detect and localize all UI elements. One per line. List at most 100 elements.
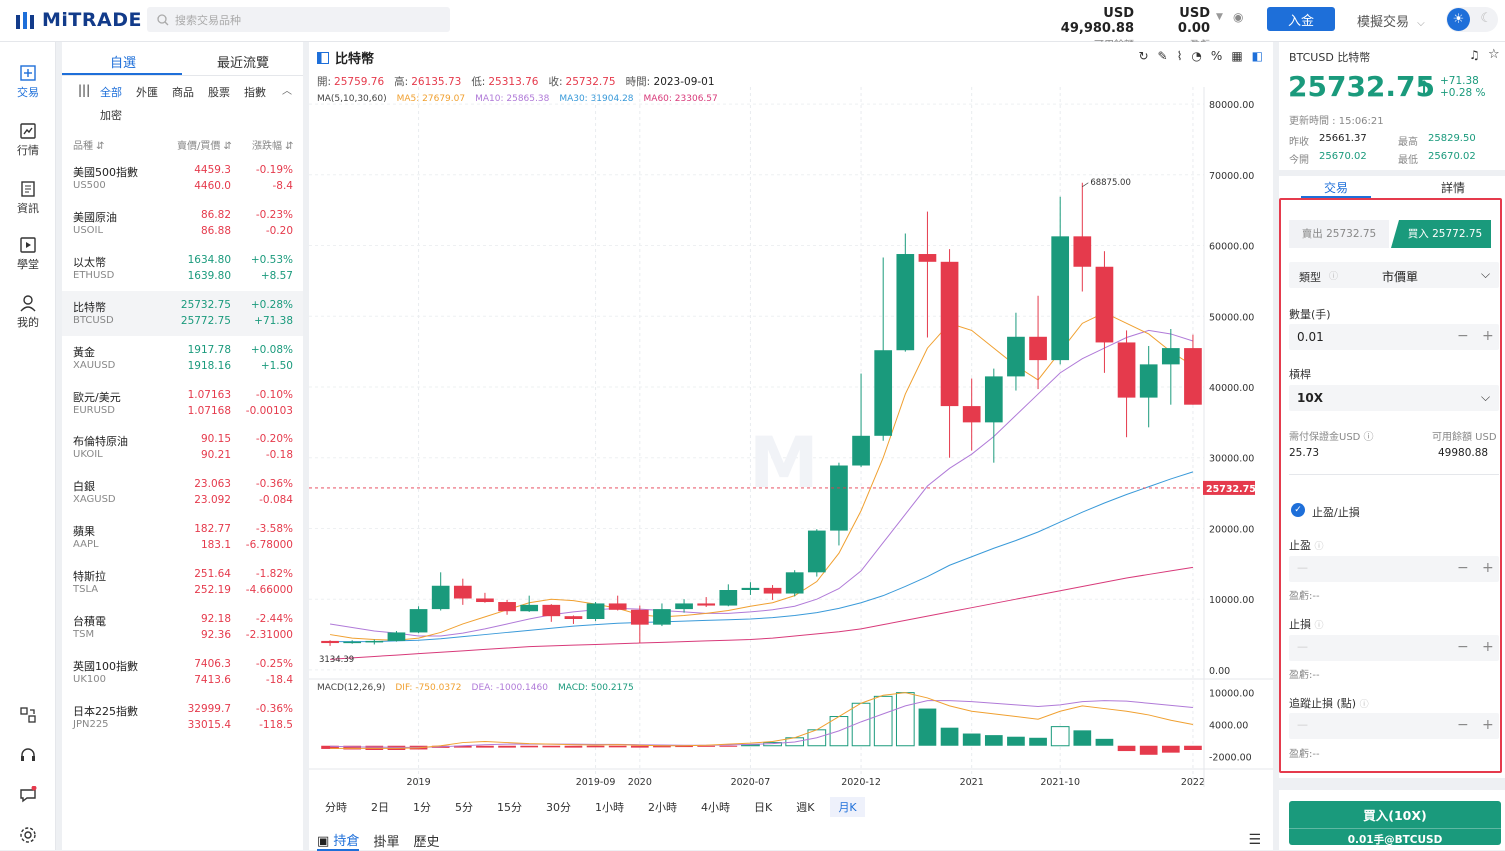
take-profit-input[interactable]: — − + (1289, 556, 1499, 582)
account-mode-select[interactable]: 模擬交易 ⌵ (1357, 11, 1425, 30)
margin-value: 25.73 (1289, 447, 1320, 459)
column-header-symbol[interactable]: 品種 ⇵ (73, 141, 105, 152)
plus-icon[interactable]: + (1482, 639, 1494, 655)
watchlist-row[interactable]: 特斯拉 TSLA 251.64 252.19 -1.82% -4.66000 (62, 560, 303, 605)
macd-bar (653, 745, 671, 748)
watchlist-row[interactable]: 美國500指數 US500 4459.3 4460.0 -0.19% -8.4 (62, 156, 303, 201)
sun-icon: ☀ (1447, 8, 1470, 31)
refresh-icon[interactable]: ↻ (1138, 49, 1149, 63)
brand-logo[interactable]: MiTRADE (14, 9, 142, 31)
grid-menu-icon[interactable]: ||| (78, 83, 91, 97)
price-chart[interactable]: 2019 2019-09 2020 2020-07 2020-12 2021 2021-10… (309, 87, 1273, 792)
tab-positions[interactable]: ▣ 持倉 (317, 830, 360, 851)
nav-item-news[interactable]: 資訊 (0, 180, 56, 216)
timeframe-button[interactable]: 1分 (413, 801, 431, 814)
category-all[interactable]: 全部 (100, 86, 122, 99)
quantity-stepper[interactable]: 0.01 − + (1289, 324, 1499, 350)
column-header-change[interactable]: 漲跌幅 ⇵ (252, 141, 294, 152)
watchlist-row[interactable]: 蘋果 AAPL 182.77 183.1 -3.58% -6.78000 (62, 515, 303, 560)
watchlist-row[interactable]: 英國100指數 UK100 7406.3 7413.6 -0.25% -18.4 (62, 650, 303, 695)
timeframe-button[interactable]: 月K (830, 797, 865, 817)
timeframe-button[interactable]: 日K (754, 801, 773, 814)
tab-recent[interactable]: 最近流覽 (217, 56, 270, 71)
category-forex[interactable]: 外匯 (136, 86, 158, 99)
timeframe-button[interactable]: 2日 (371, 801, 389, 814)
nav-item-academy[interactable]: 學堂 (0, 236, 56, 272)
watchlist-row[interactable]: 白銀 XAGUSD 23.063 23.092 -0.36% -0.084 (62, 470, 303, 515)
timeframe-button[interactable]: 30分 (546, 801, 571, 814)
percent-icon[interactable]: % (1210, 49, 1223, 63)
buy-button[interactable]: 買入 25772.75 (1399, 220, 1491, 248)
x-tick-label: 2021-10 (1040, 777, 1080, 788)
timeframe-button[interactable]: 1小時 (595, 801, 624, 814)
search-input[interactable]: 搜索交易品种 (147, 7, 450, 32)
watchlist-row[interactable]: 比特幣 BTCUSD 25732.75 25772.75 +0.28% +71.38 (62, 290, 303, 336)
plus-icon[interactable]: + (1482, 328, 1494, 344)
category-indices[interactable]: 指數 (244, 86, 266, 99)
deposit-button[interactable]: 入金 (1267, 7, 1335, 31)
stop-loss-input[interactable]: — − + (1289, 635, 1499, 661)
watchlist-row[interactable]: 以太幣 ETHUSD 1634.80 1639.80 +0.53% +8.57 (62, 246, 303, 291)
minus-icon[interactable]: − (1457, 560, 1469, 576)
tab-details[interactable]: 詳情 (1441, 181, 1466, 195)
timeframe-button[interactable]: 15分 (497, 801, 522, 814)
headset-icon[interactable] (19, 746, 37, 764)
column-header-price[interactable]: 賣價/買價 ⇵ (177, 141, 232, 152)
category-crypto[interactable]: 加密 (100, 109, 122, 122)
grid-layout-icon[interactable]: ▦ (1231, 49, 1243, 63)
message-icon[interactable] (19, 786, 37, 804)
bell-icon[interactable]: ♫ (1469, 48, 1480, 62)
user-icon (20, 295, 36, 312)
nav-item-trade[interactable]: 交易 (0, 64, 56, 100)
sltp-checkbox[interactable]: ✓ (1291, 503, 1305, 517)
minus-icon[interactable]: − (1457, 328, 1469, 344)
candle-body (1184, 348, 1202, 405)
tab-orders[interactable]: 掛單 (373, 835, 400, 850)
category-commodities[interactable]: 商品 (172, 86, 194, 99)
transfer-icon[interactable] (19, 706, 37, 724)
sell-button[interactable]: 賣出 25732.75 (1289, 220, 1389, 248)
clock-icon[interactable]: ◔ (1191, 49, 1202, 63)
timeframe-button[interactable]: 5分 (455, 801, 473, 814)
chevron-up-icon[interactable]: ︿ (282, 86, 292, 97)
plus-icon[interactable]: + (1482, 717, 1494, 733)
menu-icon[interactable]: ☰ (1248, 832, 1261, 848)
trailing-stop-input[interactable]: — − + (1289, 713, 1499, 739)
minus-icon[interactable]: − (1457, 717, 1469, 733)
settings-icon[interactable] (19, 826, 37, 844)
watchlist-row[interactable]: 布倫特原油 UKOIL 90.15 90.21 -0.20% -0.18 (62, 425, 303, 470)
candle-body (940, 261, 959, 407)
sidebar-toggle-icon[interactable]: ◧ (1251, 49, 1263, 63)
tab-history[interactable]: 歷史 (413, 835, 440, 850)
nav-item-profile[interactable]: 我的 (0, 294, 56, 330)
minus-icon[interactable]: − (1457, 639, 1469, 655)
watchlist-row[interactable]: 歐元/美元 EURUSD 1.07163 1.07168 -0.10% -0.00103 (62, 381, 303, 426)
eye-icon[interactable]: ◉ (1233, 10, 1244, 24)
watchlist-row[interactable]: 台積電 TSM 92.18 92.36 -2.44% -2.31000 (62, 605, 303, 650)
theme-toggle[interactable]: ☀ ☾ (1446, 7, 1498, 32)
watchlist-row[interactable]: 美國原油 USOIL 86.82 86.88 -0.23% -0.20 (62, 201, 303, 246)
order-type-select[interactable]: 類型 ⓘ 市價單 ⌵ (1289, 262, 1499, 288)
leverage-value: 10X (1297, 391, 1323, 405)
watchlist-row[interactable]: 黃金 XAUUSD 1917.78 1918.16 +0.08% +1.50 (62, 336, 303, 381)
quote-change-pct: +0.28 % (1440, 87, 1486, 99)
x-tick-label: 2021 (960, 777, 984, 788)
position-tabs: ▣ 持倉 掛單 歷史 (317, 830, 439, 851)
timeframe-button[interactable]: 分時 (325, 801, 347, 814)
plus-icon[interactable]: + (1482, 560, 1494, 576)
tab-trade[interactable]: 交易 (1324, 181, 1349, 195)
chevron-down-icon[interactable]: ▼ (1216, 12, 1223, 22)
timeframe-button[interactable]: 週K (796, 801, 815, 814)
timeframe-button[interactable]: 4小時 (701, 801, 730, 814)
leverage-select[interactable]: 10X ⌵ (1289, 385, 1499, 411)
confirm-buy-button[interactable]: 買入(10X) 0.01手@BTCUSD (1289, 801, 1501, 846)
draw-icon[interactable]: ✎ (1157, 49, 1168, 63)
star-icon[interactable]: ☆ (1488, 47, 1500, 62)
indicator-icon[interactable]: ⌇ (1176, 49, 1183, 63)
timeframe-button[interactable]: 2小時 (648, 801, 677, 814)
category-stocks[interactable]: 股票 (208, 86, 230, 99)
nav-item-market[interactable]: 行情 (0, 122, 56, 158)
change-abs: -6.78000 (245, 539, 293, 552)
watchlist-row[interactable]: 日本225指數 JPN225 32999.7 33015.4 -0.36% -118.5 (62, 695, 303, 740)
tab-watchlist[interactable]: 自選 (110, 56, 137, 71)
